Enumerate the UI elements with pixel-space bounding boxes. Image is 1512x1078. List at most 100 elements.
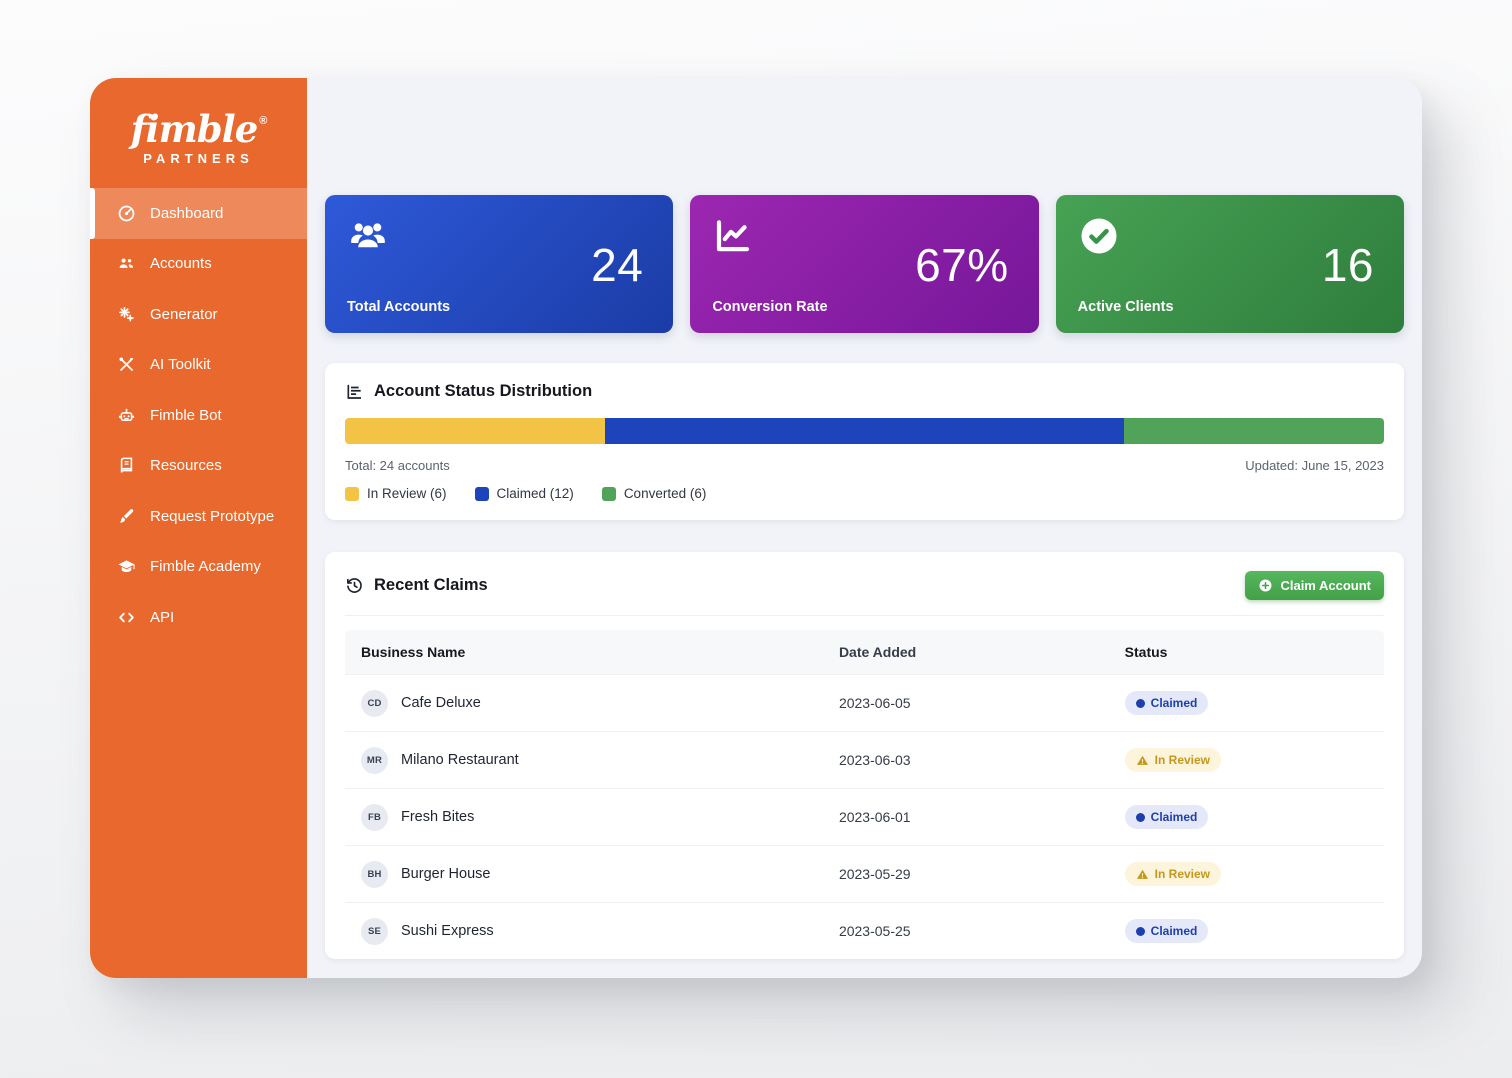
date-added: 2023-06-03 — [838, 752, 911, 768]
business-name: Sushi Express — [401, 923, 494, 939]
stat-value: 24 — [591, 239, 644, 291]
sidebar-item-api[interactable]: API — [90, 592, 307, 643]
dashboard-icon — [117, 204, 136, 223]
legend-swatch — [601, 486, 616, 501]
main-content: Total Accounts 24 Conversion Rate 67% Ac… — [307, 78, 1422, 978]
claim-account-button[interactable]: Claim Account — [1245, 571, 1384, 600]
date-added: 2023-05-29 — [838, 866, 911, 882]
status-dot-icon — [1135, 698, 1145, 708]
fimble-academy-icon — [117, 557, 136, 576]
sidebar-item-fimble-academy[interactable]: Fimble Academy — [90, 542, 307, 593]
stat-label: Active Clients — [1077, 299, 1174, 315]
sidebar-item-label: Generator — [150, 305, 218, 323]
table-header-row: Business Name Date Added Status — [345, 630, 1384, 674]
distribution-legend: In Review (6) Claimed (12) Converted (6) — [345, 486, 1384, 501]
table-row[interactable]: SE Sushi Express 2023-05-25 Claimed — [345, 902, 1384, 959]
status-badge: In Review — [1124, 862, 1222, 886]
sidebar-item-label: API — [150, 608, 175, 626]
sidebar-item-label: Accounts — [150, 255, 212, 273]
legend-item: In Review (6) — [345, 486, 447, 501]
column-date-added: Date Added — [838, 644, 917, 660]
table-row[interactable]: MR Milano Restaurant 2023-06-03 In Revie… — [345, 731, 1384, 788]
status-badge: Claimed — [1124, 805, 1209, 829]
business-name: Cafe Deluxe — [401, 695, 481, 711]
bar-segment-in-review — [345, 418, 605, 444]
table-row[interactable]: CD Cafe Deluxe 2023-06-05 Claimed — [345, 674, 1384, 731]
legend-swatch — [474, 486, 489, 501]
stat-value: 67% — [915, 239, 1009, 291]
app-window: fimble ® PARTNERS Dashboard Accounts Gene… — [90, 78, 1422, 978]
brand-wordmark: fimble — [130, 107, 259, 151]
brand-logo: fimble ® PARTNERS — [90, 78, 307, 188]
claims-header: Recent Claims Claim Account — [345, 571, 1384, 616]
sidebar-item-ai-toolkit[interactable]: AI Toolkit — [90, 340, 307, 391]
sidebar-item-label: Fimble Academy — [150, 558, 261, 576]
status-badge: Claimed — [1124, 919, 1209, 943]
business-name: Burger House — [401, 866, 491, 882]
api-icon — [117, 608, 136, 627]
distribution-total-label: Total: 24 accounts — [345, 458, 450, 473]
accounts-icon — [117, 254, 136, 273]
distribution-meta: Total: 24 accounts Updated: June 15, 202… — [345, 458, 1384, 473]
bar-segment-converted — [1124, 418, 1384, 444]
claim-account-label: Claim Account — [1280, 578, 1371, 593]
sidebar-item-label: Fimble Bot — [150, 406, 222, 424]
date-added: 2023-06-01 — [838, 809, 911, 825]
warning-triangle-icon — [1136, 754, 1149, 767]
sidebar: fimble ® PARTNERS Dashboard Accounts Gene… — [90, 78, 307, 978]
brand-subtitle: PARTNERS — [143, 151, 254, 166]
warning-triangle-icon — [1136, 868, 1149, 881]
sidebar-item-generator[interactable]: Generator — [90, 289, 307, 340]
status-dot-icon — [1135, 812, 1145, 822]
sidebar-item-label: Dashboard — [150, 204, 224, 222]
generator-icon — [117, 305, 136, 324]
stat-card-conversion-rate: Conversion Rate 67% — [690, 195, 1039, 333]
plus-circle-icon — [1258, 578, 1273, 593]
avatar: FB — [361, 803, 388, 831]
registered-mark: ® — [259, 115, 267, 127]
sidebar-nav: Dashboard Accounts Generator AI Toolkit … — [90, 188, 307, 643]
sidebar-item-label: Resources — [150, 457, 222, 475]
stat-value: 16 — [1321, 239, 1374, 291]
legend-swatch — [345, 486, 359, 501]
legend-label: Claimed (12) — [496, 486, 574, 501]
stat-card-total-accounts: Total Accounts 24 — [325, 195, 674, 333]
sidebar-item-dashboard[interactable]: Dashboard — [90, 188, 307, 239]
distribution-updated-label: Updated: June 15, 2023 — [1245, 458, 1384, 473]
date-added: 2023-06-05 — [838, 695, 911, 711]
stats-row: Total Accounts 24 Conversion Rate 67% Ac… — [325, 195, 1404, 333]
brand-name: fimble ® — [90, 100, 307, 150]
legend-label: Converted (6) — [623, 486, 707, 501]
table-row[interactable]: FB Fresh Bites 2023-06-01 Claimed — [345, 788, 1384, 845]
stat-card-active-clients: Active Clients 16 — [1055, 195, 1404, 333]
sidebar-item-label: AI Toolkit — [150, 356, 211, 374]
status-text: In Review — [1154, 867, 1211, 881]
business-name: Milano Restaurant — [401, 752, 519, 768]
sidebar-item-accounts[interactable]: Accounts — [90, 239, 307, 290]
chart-line-icon — [712, 215, 754, 257]
users-group-icon — [347, 215, 389, 257]
request-prototype-icon — [117, 507, 136, 526]
claims-table: Business Name Date Added Status CD Cafe … — [345, 630, 1384, 959]
fimble-bot-icon — [117, 406, 136, 425]
business-name: Fresh Bites — [401, 809, 475, 825]
sidebar-item-request-prototype[interactable]: Request Prototype — [90, 491, 307, 542]
check-circle-icon — [1078, 215, 1120, 257]
date-added: 2023-05-25 — [838, 923, 911, 939]
claims-title: Recent Claims — [374, 576, 488, 594]
avatar: SE — [361, 917, 388, 945]
legend-item: Claimed (12) — [474, 486, 574, 501]
column-status: Status — [1124, 644, 1168, 660]
avatar: CD — [361, 689, 388, 717]
status-dot-icon — [1135, 926, 1145, 936]
sidebar-item-fimble-bot[interactable]: Fimble Bot — [90, 390, 307, 441]
stat-label: Total Accounts — [347, 299, 451, 315]
distribution-header: Account Status Distribution — [345, 382, 1384, 401]
table-row[interactable]: BH Burger House 2023-05-29 In Review — [345, 845, 1384, 902]
sidebar-item-resources[interactable]: Resources — [90, 441, 307, 492]
bar-segment-claimed — [604, 418, 1125, 444]
status-badge: In Review — [1124, 748, 1222, 772]
bar-chart-icon — [345, 382, 364, 401]
legend-label: In Review (6) — [367, 486, 447, 501]
distribution-title: Account Status Distribution — [374, 382, 593, 400]
